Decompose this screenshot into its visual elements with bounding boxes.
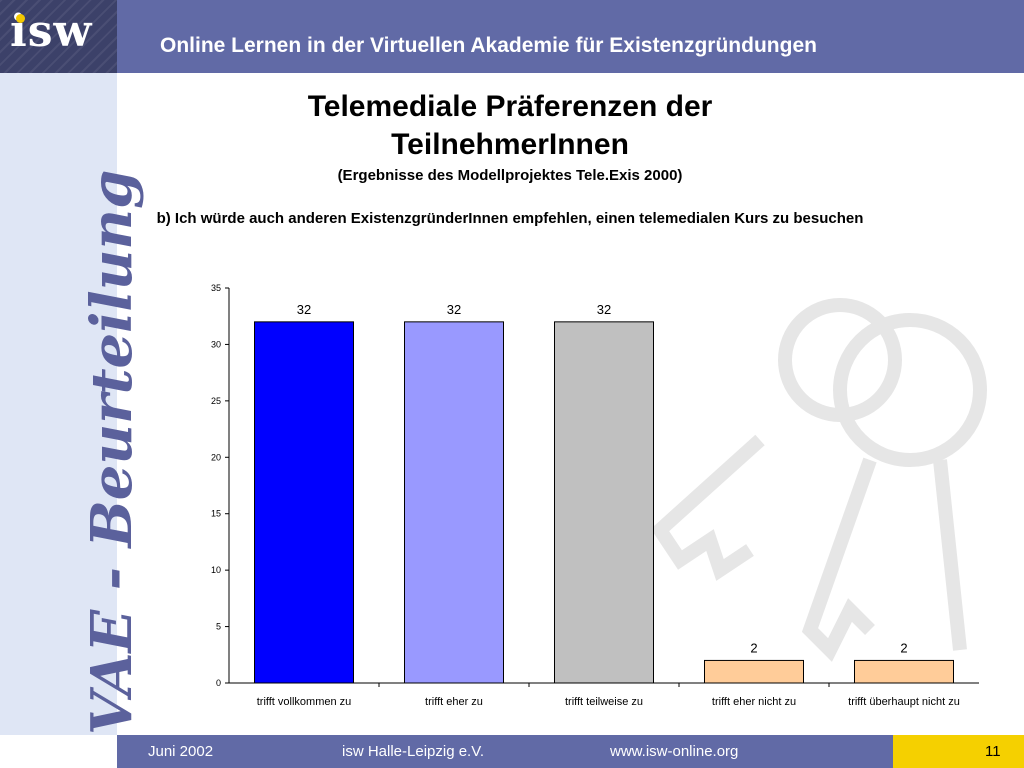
logo-dot-icon xyxy=(16,14,25,23)
data-label: 32 xyxy=(297,302,311,317)
header-title: Online Lernen in der Virtuellen Akademie… xyxy=(160,34,817,58)
x-tick-label: trifft eher nicht zu xyxy=(712,696,796,708)
x-tick-label: trifft überhaupt nicht zu xyxy=(848,696,960,708)
page-number: 11 xyxy=(985,743,1001,760)
footer-website-link[interactable]: www.isw-online.org xyxy=(610,743,738,760)
y-tick-label: 0 xyxy=(216,678,221,688)
data-label: 2 xyxy=(750,640,757,655)
footer-organization: isw Halle-Leipzig e.V. xyxy=(342,743,484,760)
bar xyxy=(555,322,654,683)
footer-date: Juni 2002 xyxy=(148,743,213,760)
data-label: 32 xyxy=(447,302,461,317)
bar xyxy=(855,660,954,683)
footer-bar xyxy=(117,735,1024,768)
y-tick-label: 30 xyxy=(211,339,221,349)
data-label: 2 xyxy=(900,640,907,655)
slide-subtitle: (Ergebnisse des Modellprojektes Tele.Exi… xyxy=(200,167,820,184)
y-tick-label: 5 xyxy=(216,622,221,632)
x-tick-label: trifft eher zu xyxy=(425,696,483,708)
y-tick-label: 25 xyxy=(211,396,221,406)
y-tick-label: 20 xyxy=(211,452,221,462)
x-tick-label: trifft teilweise zu xyxy=(565,696,643,708)
bar xyxy=(255,322,354,683)
y-tick-label: 35 xyxy=(211,283,221,293)
slide-title: Telemediale Präferenzen der TeilnehmerIn… xyxy=(200,88,820,164)
isw-logo: isw xyxy=(0,0,117,73)
survey-question: b) Ich würde auch anderen Existenzgründe… xyxy=(130,208,890,229)
y-tick-label: 15 xyxy=(211,509,221,519)
y-tick-label: 10 xyxy=(211,565,221,575)
bar xyxy=(405,322,504,683)
side-label: VAE - Beurteilung xyxy=(79,170,145,735)
x-tick-label: trifft vollkommen zu xyxy=(257,696,352,708)
bar-chart: 0 5 10 15 20 25 30 35 32 trifft vollkommen zu 32 tr… xyxy=(150,278,990,718)
bar xyxy=(705,660,804,683)
page-number-box xyxy=(893,735,1024,768)
data-label: 32 xyxy=(597,302,611,317)
